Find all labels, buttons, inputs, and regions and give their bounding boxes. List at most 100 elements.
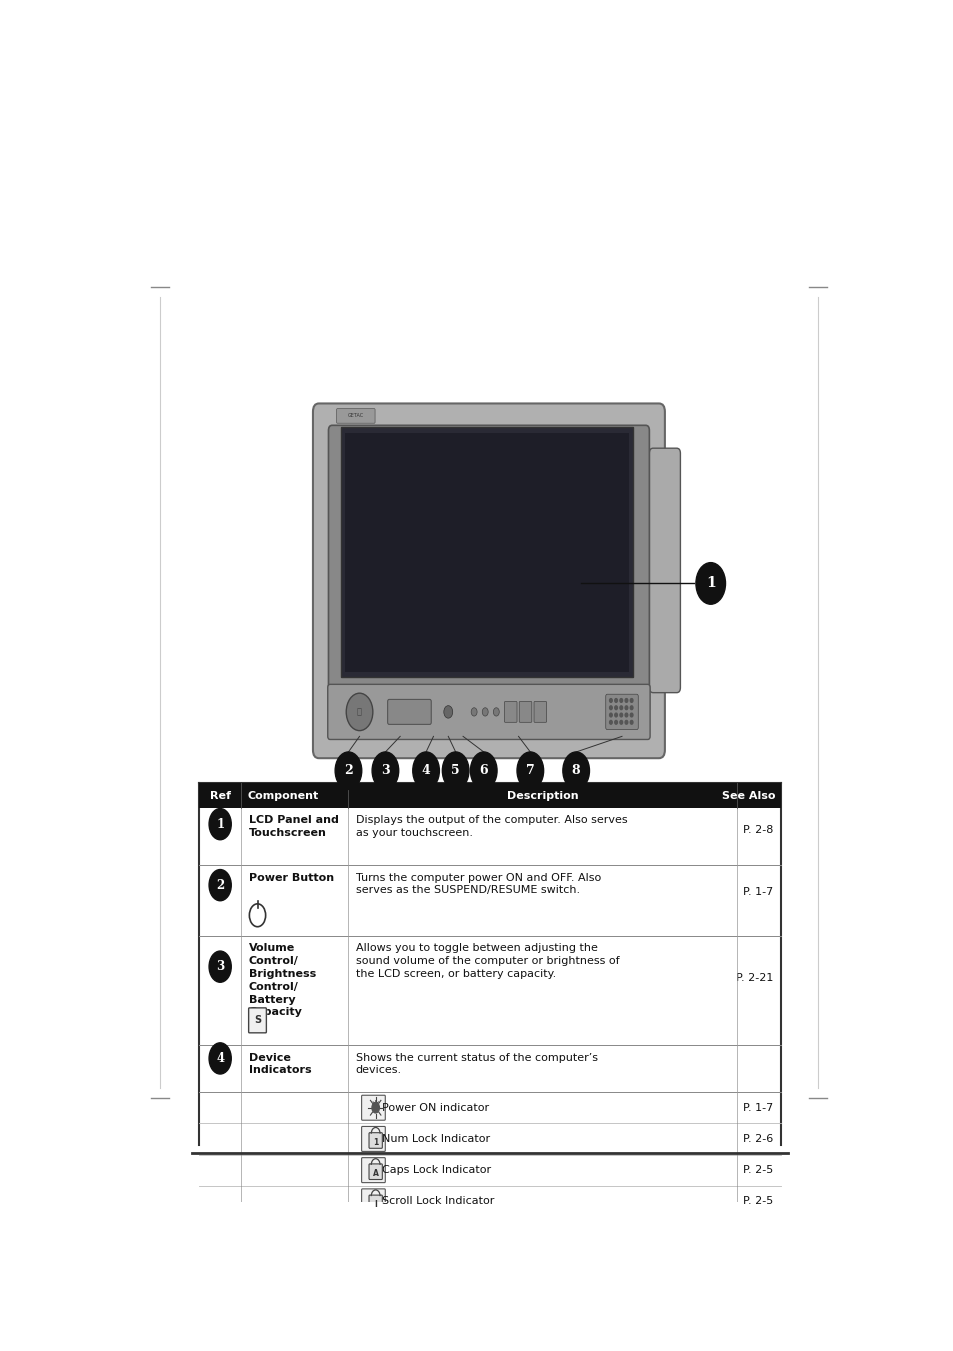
Text: GETAC: GETAC bbox=[348, 413, 363, 419]
Circle shape bbox=[209, 951, 231, 982]
Circle shape bbox=[470, 753, 497, 789]
Text: Power Button: Power Button bbox=[249, 873, 334, 882]
Text: Allows you to toggle between adjusting the
sound volume of the computer or brigh: Allows you to toggle between adjusting t… bbox=[355, 943, 618, 979]
FancyBboxPatch shape bbox=[344, 432, 629, 671]
Text: P. 2-5: P. 2-5 bbox=[742, 1197, 773, 1206]
Circle shape bbox=[619, 720, 622, 724]
FancyBboxPatch shape bbox=[249, 1008, 266, 1032]
Text: Displays the output of the computer. Also serves
as your touchscreen.: Displays the output of the computer. Als… bbox=[355, 816, 627, 838]
FancyBboxPatch shape bbox=[199, 784, 781, 808]
FancyBboxPatch shape bbox=[361, 1158, 385, 1182]
Text: Scroll Lock Indicator: Scroll Lock Indicator bbox=[381, 1197, 494, 1206]
FancyBboxPatch shape bbox=[361, 1127, 385, 1151]
FancyBboxPatch shape bbox=[649, 449, 679, 693]
Circle shape bbox=[346, 693, 373, 731]
Text: A: A bbox=[373, 1169, 378, 1178]
Circle shape bbox=[619, 713, 622, 717]
Text: Turns the computer power ON and OFF. Also
serves as the SUSPEND/RESUME switch.: Turns the computer power ON and OFF. Als… bbox=[355, 873, 600, 896]
Circle shape bbox=[209, 870, 231, 901]
Text: P. 1-7: P. 1-7 bbox=[742, 888, 773, 897]
Text: 2: 2 bbox=[215, 878, 224, 892]
Text: 7: 7 bbox=[525, 765, 534, 777]
Circle shape bbox=[624, 705, 627, 709]
Text: *: * bbox=[372, 1100, 379, 1115]
Circle shape bbox=[471, 708, 476, 716]
Circle shape bbox=[614, 720, 617, 724]
Text: P. 2-6: P. 2-6 bbox=[742, 1133, 773, 1144]
FancyBboxPatch shape bbox=[518, 701, 531, 723]
Circle shape bbox=[482, 708, 488, 716]
Text: I: I bbox=[374, 1200, 376, 1209]
FancyBboxPatch shape bbox=[361, 1096, 385, 1120]
Text: Shows the current status of the computer’s
devices.: Shows the current status of the computer… bbox=[355, 1052, 598, 1075]
Circle shape bbox=[619, 705, 622, 709]
Text: 3: 3 bbox=[380, 765, 390, 777]
Circle shape bbox=[372, 753, 398, 789]
Circle shape bbox=[614, 705, 617, 709]
Text: 6: 6 bbox=[479, 765, 488, 777]
FancyBboxPatch shape bbox=[534, 701, 546, 723]
Circle shape bbox=[630, 705, 632, 709]
Circle shape bbox=[413, 753, 439, 789]
FancyBboxPatch shape bbox=[369, 1132, 382, 1148]
Circle shape bbox=[517, 753, 543, 789]
Circle shape bbox=[695, 562, 724, 604]
Circle shape bbox=[609, 705, 612, 709]
Text: P. 2-8: P. 2-8 bbox=[742, 825, 773, 835]
Text: 4: 4 bbox=[216, 1052, 224, 1065]
Circle shape bbox=[609, 720, 612, 724]
Text: Description: Description bbox=[507, 790, 578, 801]
Text: 8: 8 bbox=[571, 765, 579, 777]
Text: 3: 3 bbox=[215, 961, 224, 973]
Text: Component: Component bbox=[247, 790, 318, 801]
FancyBboxPatch shape bbox=[387, 700, 431, 724]
Text: 2: 2 bbox=[344, 765, 353, 777]
Circle shape bbox=[609, 698, 612, 703]
Circle shape bbox=[493, 708, 498, 716]
Text: 1: 1 bbox=[705, 577, 715, 590]
Text: Num Lock Indicator: Num Lock Indicator bbox=[381, 1133, 489, 1144]
FancyBboxPatch shape bbox=[369, 1165, 382, 1179]
Text: 1: 1 bbox=[216, 817, 224, 831]
Circle shape bbox=[614, 698, 617, 703]
FancyBboxPatch shape bbox=[341, 427, 633, 677]
Circle shape bbox=[335, 753, 361, 789]
Text: LCD Panel and
Touchscreen: LCD Panel and Touchscreen bbox=[249, 816, 338, 838]
Circle shape bbox=[372, 1102, 379, 1113]
Text: Caps Lock Indicator: Caps Lock Indicator bbox=[381, 1165, 491, 1175]
Circle shape bbox=[609, 713, 612, 717]
Circle shape bbox=[624, 698, 627, 703]
Circle shape bbox=[624, 720, 627, 724]
Text: Volume
Control/
Brightness
Control/
Battery
Capacity: Volume Control/ Brightness Control/ Batt… bbox=[249, 943, 315, 1017]
Circle shape bbox=[443, 705, 453, 719]
Text: ⏻: ⏻ bbox=[356, 708, 361, 716]
Text: Ref: Ref bbox=[210, 790, 231, 801]
FancyBboxPatch shape bbox=[336, 408, 375, 423]
Circle shape bbox=[614, 713, 617, 717]
FancyBboxPatch shape bbox=[369, 1196, 382, 1210]
Circle shape bbox=[562, 753, 589, 789]
Text: See Also: See Also bbox=[720, 790, 774, 801]
Text: P. 2-5: P. 2-5 bbox=[742, 1165, 773, 1175]
Circle shape bbox=[209, 1043, 231, 1074]
Circle shape bbox=[630, 698, 632, 703]
Text: Device
Indicators: Device Indicators bbox=[249, 1052, 311, 1075]
FancyBboxPatch shape bbox=[361, 1189, 385, 1213]
Text: P. 1-7: P. 1-7 bbox=[742, 1102, 773, 1113]
Text: P. 2-21: P. 2-21 bbox=[736, 973, 773, 982]
Text: 5: 5 bbox=[451, 765, 459, 777]
Circle shape bbox=[624, 713, 627, 717]
Circle shape bbox=[630, 713, 632, 717]
Circle shape bbox=[630, 720, 632, 724]
FancyBboxPatch shape bbox=[328, 685, 649, 739]
Circle shape bbox=[619, 698, 622, 703]
Text: Power ON indicator: Power ON indicator bbox=[381, 1102, 488, 1113]
Circle shape bbox=[209, 808, 231, 840]
FancyBboxPatch shape bbox=[313, 404, 664, 758]
Text: 4: 4 bbox=[421, 765, 430, 777]
Text: 1: 1 bbox=[373, 1138, 378, 1147]
Circle shape bbox=[442, 753, 469, 789]
FancyBboxPatch shape bbox=[504, 701, 517, 723]
FancyBboxPatch shape bbox=[328, 426, 649, 713]
FancyBboxPatch shape bbox=[605, 694, 638, 730]
